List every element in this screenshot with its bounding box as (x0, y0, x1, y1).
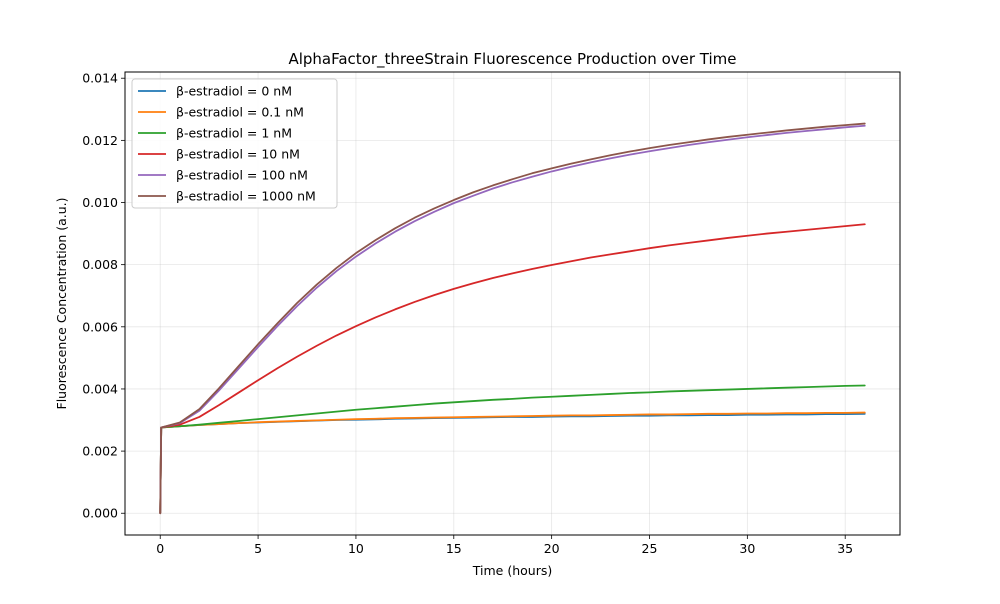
x-tick-label: 20 (544, 541, 560, 556)
x-tick-label: 30 (739, 541, 755, 556)
x-tick-label: 35 (837, 541, 853, 556)
series-line-4 (159, 124, 866, 515)
series-line-2 (159, 384, 866, 515)
plot-frame (124, 71, 901, 536)
chart-title: AlphaFactor_threeStrain Fluorescence Pro… (288, 50, 736, 69)
legend: β-estradiol = 0 nM β-estradiol = 0.1 nM β-… (131, 78, 338, 209)
x-tick-label: 5 (254, 541, 262, 556)
y-axis-label: Fluorescence Concentration (a.u.) (54, 197, 69, 409)
series-line-1 (159, 411, 866, 515)
series-line-3 (159, 223, 866, 515)
x-axis-label: Time (hours) (472, 563, 552, 578)
series-line-5 (159, 122, 866, 515)
legend-box (131, 78, 338, 209)
x-tick-label: 0 (156, 541, 164, 556)
legend-label-3: β-estradiol = 10 nM (176, 147, 300, 162)
y-tick-label: 0.012 (82, 133, 118, 148)
x-tick-label: 10 (348, 541, 364, 556)
y-tick-label: 0.006 (82, 319, 118, 334)
y-tick-label: 0.010 (82, 195, 118, 210)
legend-label-2: β-estradiol = 1 nM (176, 126, 292, 141)
y-tick-label: 0.002 (82, 444, 118, 459)
legend-label-0: β-estradiol = 0 nM (176, 84, 292, 99)
y-tick-label: 0.000 (82, 506, 118, 521)
x-tick-label: 15 (446, 541, 462, 556)
legend-label-4: β-estradiol = 100 nM (176, 168, 308, 183)
y-tick-label: 0.004 (82, 381, 118, 396)
y-tick-label: 0.014 (82, 71, 118, 86)
x-tick-label: 25 (642, 541, 658, 556)
axis-ticks: 0 5 10 15 20 25 30 35 0.000 0.002 0.004 0.006 0.008 0… (82, 71, 853, 556)
legend-label-1: β-estradiol = 0.1 nM (176, 105, 304, 120)
y-tick-label: 0.008 (82, 257, 118, 272)
legend-label-5: β-estradiol = 1000 nM (176, 189, 316, 204)
series-lines (159, 122, 866, 515)
